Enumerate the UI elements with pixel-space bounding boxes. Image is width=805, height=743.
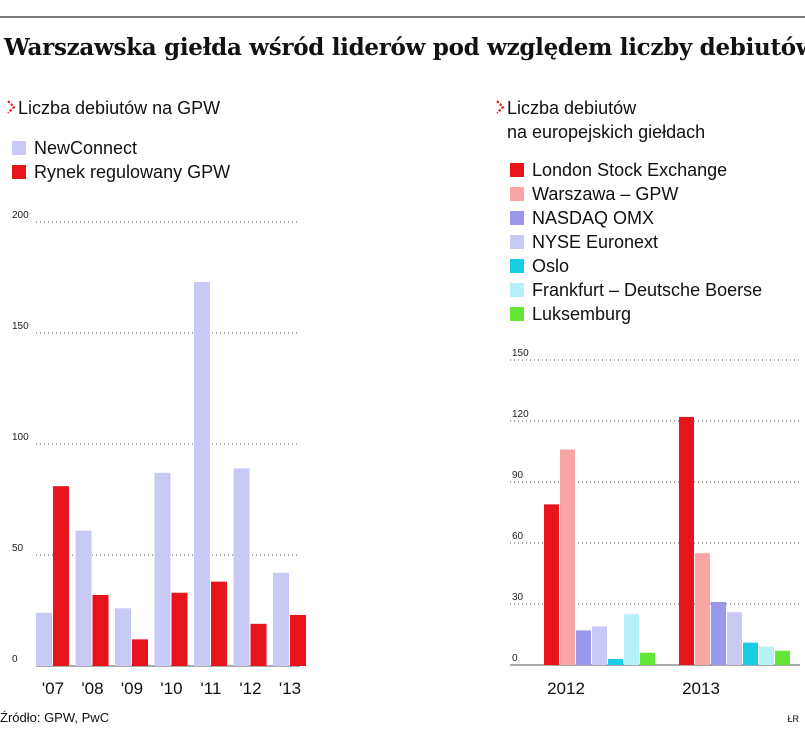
bar-rynek-regulowany (53, 486, 69, 666)
left-chart-subtitle: Liczba debiutów na GPW (18, 98, 221, 118)
y-tick-label: 30 (512, 592, 524, 603)
left-legend: NewConnect Rynek regulowany GPW (12, 136, 230, 184)
legend-swatch (510, 307, 524, 321)
bar-london (679, 416, 694, 665)
bar-oslo (608, 658, 623, 665)
legend-item-oslo: Oslo (510, 254, 762, 278)
x-tick-label: '13 (279, 679, 301, 698)
bar-newconnect (36, 612, 52, 666)
chart-title: Warszawska giełda wśród liderów pod wzgl… (4, 34, 805, 61)
bar-rynek-regulowany (211, 581, 227, 666)
y-tick-label: 0 (512, 653, 518, 664)
bar-rynek-regulowany (132, 639, 148, 666)
right-chart-subtitle-line-2: na europejskich giełdach (507, 122, 706, 142)
y-tick-label: 150 (512, 348, 529, 359)
bar-rynek-regulowany (171, 592, 188, 666)
right-chart-subtitle-line-1: Liczba debiutów (507, 98, 637, 118)
bar-frankfurt (759, 646, 774, 665)
bar-rynek-regulowany (92, 594, 109, 666)
legend-swatch (510, 283, 524, 297)
legend-label: London Stock Exchange (532, 159, 728, 180)
x-tick-label: '07 (42, 679, 64, 698)
legend-label: Luksemburg (532, 303, 632, 324)
source-note: Źródło: GPW, PwC (0, 710, 110, 725)
y-tick-label: 50 (12, 543, 24, 554)
y-tick-label: 120 (512, 409, 529, 420)
bullet-marker-icon (6, 100, 16, 114)
right-legend: London Stock Exchange Warszawa – GPW NAS… (510, 158, 762, 326)
bullet-marker-icon (495, 100, 505, 114)
legend-item-nasdaq: NASDAQ OMX (510, 206, 762, 230)
y-tick-label: 0 (12, 654, 18, 665)
legend-label: Warszawa – GPW (532, 183, 679, 204)
legend-label: Frankfurt – Deutsche Boerse (532, 279, 763, 300)
x-tick-label: '09 (121, 679, 143, 698)
bar-newconnect (154, 472, 171, 666)
legend-item-nyse: NYSE Euronext (510, 230, 762, 254)
y-tick-label: 90 (512, 470, 524, 481)
x-tick-label: '11 (201, 679, 222, 698)
bar-newconnect (233, 468, 250, 666)
legend-label: NYSE Euronext (532, 231, 659, 252)
x-tick-label: 2013 (682, 679, 720, 698)
legend-swatch (12, 165, 26, 179)
x-tick-label: 2012 (547, 679, 585, 698)
legend-item-luksemburg: Luksemburg (510, 302, 762, 326)
bar-oslo (743, 642, 758, 665)
legend-item-london: London Stock Exchange (510, 158, 762, 182)
legend-item-newconnect: NewConnect (12, 136, 230, 160)
bar-nyse (727, 612, 742, 665)
bar-london (544, 504, 559, 665)
bar-rynek-regulowany (250, 623, 267, 666)
bar-warszawa (695, 553, 710, 665)
right-chart-subtitle: Liczba debiutów na europejskich giełdach (507, 96, 705, 144)
bar-newconnect (115, 608, 131, 666)
bar-rynek-regulowany (290, 614, 306, 666)
y-tick-label: 200 (12, 210, 29, 221)
x-tick-label: '08 (81, 679, 103, 698)
legend-item-rynek-regulowany: Rynek regulowany GPW (12, 160, 230, 184)
legend-item-frankfurt: Frankfurt – Deutsche Boerse (510, 278, 762, 302)
bar-luksemburg (640, 652, 655, 665)
legend-item-warszawa: Warszawa – GPW (510, 182, 762, 206)
y-tick-label: 60 (512, 531, 524, 542)
legend-swatch (510, 187, 524, 201)
legend-swatch (12, 141, 26, 155)
legend-swatch (510, 211, 524, 225)
legend-label: NewConnect (34, 137, 138, 158)
legend-label: NASDAQ OMX (532, 207, 655, 228)
top-rule (0, 16, 805, 18)
bar-newconnect (273, 572, 289, 666)
bar-luksemburg (775, 650, 790, 665)
bar-warszawa (560, 449, 575, 665)
legend-label: Rynek regulowany GPW (34, 161, 231, 182)
bar-frankfurt (624, 614, 639, 665)
legend-label: Oslo (532, 255, 570, 276)
y-tick-label: 150 (12, 321, 29, 332)
x-tick-label: '10 (160, 679, 182, 698)
legend-swatch (510, 259, 524, 273)
x-tick-label: '12 (239, 679, 261, 698)
bar-nyse (592, 626, 607, 665)
bar-nasdaq (711, 601, 726, 665)
bar-newconnect (194, 281, 210, 666)
author-credit: ŁR (787, 714, 799, 724)
y-tick-label: 100 (12, 432, 29, 443)
bar-newconnect (75, 530, 92, 666)
legend-swatch (510, 163, 524, 177)
legend-swatch (510, 235, 524, 249)
bar-nasdaq (576, 630, 591, 665)
